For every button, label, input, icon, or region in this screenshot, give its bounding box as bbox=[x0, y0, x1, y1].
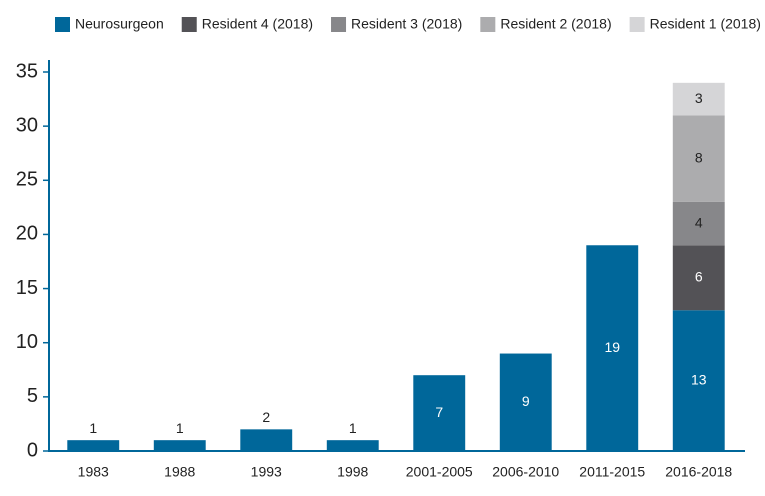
legend-swatch bbox=[181, 17, 197, 32]
bar-segment bbox=[672, 201, 725, 246]
bar-segment bbox=[240, 429, 293, 451]
y-tick-label: 30 bbox=[16, 114, 38, 136]
bar-segment bbox=[326, 440, 379, 451]
data-label: 1 bbox=[89, 420, 97, 436]
data-label: 6 bbox=[695, 268, 703, 284]
data-label: 7 bbox=[435, 404, 443, 420]
x-tick-label: 1998 bbox=[337, 464, 368, 480]
bar-segment bbox=[672, 310, 725, 451]
bar-segment bbox=[586, 245, 639, 451]
legend-label: Resident 1 (2018) bbox=[650, 16, 761, 32]
x-tick-label: 2006-2010 bbox=[492, 464, 559, 480]
data-label: 3 bbox=[695, 90, 703, 106]
x-tick-label: 2001-2005 bbox=[406, 464, 473, 480]
legend-swatch bbox=[331, 17, 347, 32]
data-label: 13 bbox=[691, 371, 707, 387]
data-label: 8 bbox=[695, 149, 703, 165]
legend-label: Resident 4 (2018) bbox=[202, 16, 313, 32]
y-tick-label: 10 bbox=[16, 331, 38, 353]
data-label: 2 bbox=[262, 409, 270, 425]
legend-swatch bbox=[55, 17, 70, 32]
y-tick-label: 25 bbox=[16, 169, 38, 191]
x-tick-label: 1993 bbox=[251, 464, 282, 480]
bar-segment bbox=[67, 440, 120, 451]
legend-label: Resident 2 (2018) bbox=[500, 16, 611, 32]
data-label: 4 bbox=[695, 214, 703, 230]
x-tick-label: 1983 bbox=[78, 464, 109, 480]
bar-segment bbox=[672, 82, 725, 116]
y-tick-label: 20 bbox=[16, 223, 38, 245]
bar-segment bbox=[413, 375, 466, 451]
data-label: 1 bbox=[176, 420, 184, 436]
bar-segment bbox=[672, 245, 725, 311]
legend-label: Neurosurgeon bbox=[75, 16, 164, 32]
legend-label: Resident 3 (2018) bbox=[351, 16, 462, 32]
x-tick-label: 1988 bbox=[164, 464, 195, 480]
bar-segment bbox=[499, 353, 552, 451]
data-label: 1 bbox=[349, 420, 357, 436]
data-label: 19 bbox=[604, 339, 620, 355]
y-tick-label: 0 bbox=[27, 439, 38, 461]
legend-swatch bbox=[480, 17, 496, 32]
legend-swatch bbox=[629, 17, 645, 32]
x-tick-label: 2011-2015 bbox=[579, 464, 645, 480]
y-tick-label: 15 bbox=[16, 277, 38, 299]
y-tick-label: 35 bbox=[16, 60, 38, 82]
bar-segment bbox=[672, 115, 725, 202]
data-label: 9 bbox=[522, 393, 530, 409]
x-tick-label: 2016-2018 bbox=[665, 464, 732, 480]
y-tick-label: 5 bbox=[27, 385, 38, 407]
bar-segment bbox=[153, 440, 206, 451]
